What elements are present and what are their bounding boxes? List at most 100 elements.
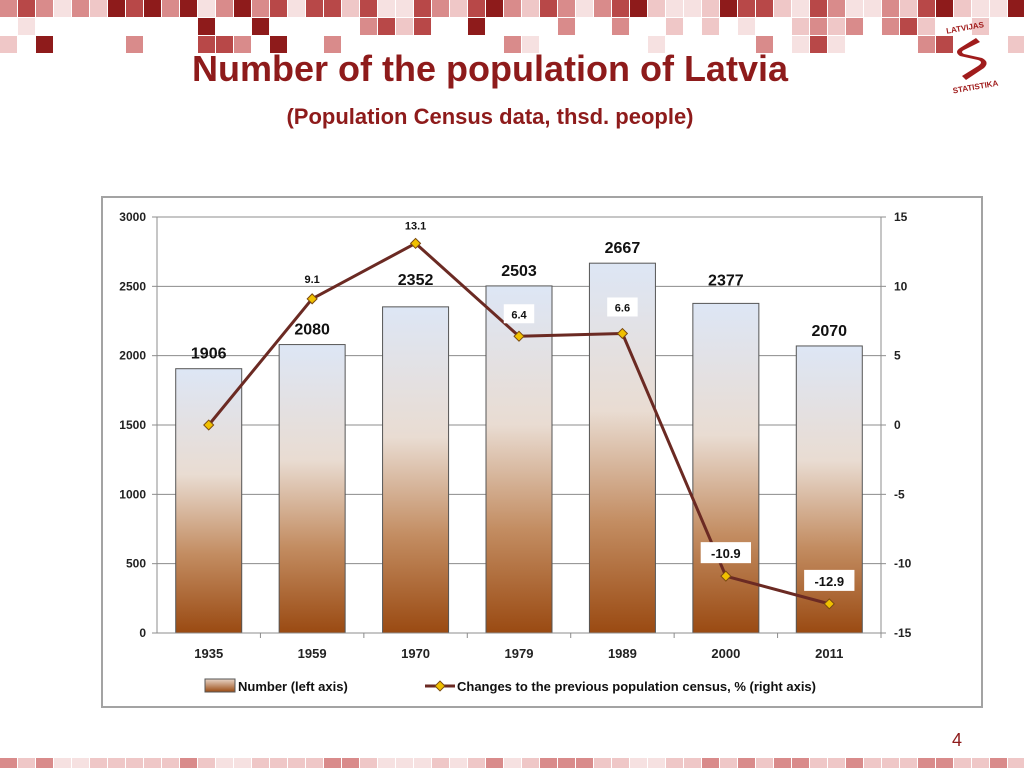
- chart-frame: 1906 2080 2352 2503 2667 2377 2070 9.1 13.1 6.4 6…: [101, 196, 983, 708]
- svg-text:LATVIJAS: LATVIJAS: [946, 20, 986, 36]
- mosaic-tile: [540, 0, 557, 17]
- mosaic-tile: [504, 758, 521, 768]
- mosaic-tile: [36, 36, 53, 53]
- mosaic-tile: [0, 36, 17, 53]
- mosaic-tile: [990, 0, 1007, 17]
- mosaic-tile: [378, 758, 395, 768]
- legend-line-label: Changes to the previous population censu…: [457, 679, 816, 694]
- change-line-value-label: 6.4: [511, 309, 527, 321]
- mosaic-tile: [936, 36, 953, 53]
- legend-bar-label: Number (left axis): [238, 679, 348, 694]
- mosaic-tile: [486, 758, 503, 768]
- mosaic-tile: [324, 0, 341, 17]
- mosaic-tile: [738, 0, 755, 17]
- mosaic-tile: [162, 758, 179, 768]
- bar-value-label: 2503: [501, 263, 537, 280]
- mosaic-tile: [828, 36, 845, 53]
- mosaic-tile: [216, 0, 233, 17]
- mosaic-tile: [216, 758, 233, 768]
- mosaic-tile: [288, 0, 305, 17]
- bar-value-label: 1906: [191, 346, 227, 363]
- mosaic-tile: [468, 0, 485, 17]
- mosaic-tile: [828, 758, 845, 768]
- legend: Number (left axis) Changes to the previou…: [204, 678, 816, 694]
- mosaic-tile: [486, 0, 503, 17]
- mosaic-tile: [450, 0, 467, 17]
- mosaic-tile: [126, 758, 143, 768]
- bar-value-label: 2377: [708, 272, 744, 289]
- mosaic-tile: [252, 758, 269, 768]
- mosaic-tile: [252, 18, 269, 35]
- left-axis-tick-label: 1500: [119, 418, 146, 432]
- mosaic-tile: [810, 36, 827, 53]
- mosaic-tile: [0, 758, 17, 768]
- mosaic-tile: [810, 758, 827, 768]
- bar-value-label: 2352: [398, 272, 434, 289]
- change-line-marker: [409, 237, 422, 250]
- mosaic-tile: [864, 758, 881, 768]
- mosaic-tile: [648, 758, 665, 768]
- mosaic-tile: [522, 36, 539, 53]
- mosaic-tile: [558, 0, 575, 17]
- mosaic-tile: [36, 0, 53, 17]
- mosaic-tile: [108, 758, 125, 768]
- left-axis-tick-label: 3000: [119, 210, 146, 224]
- bar-value-label: 2070: [811, 323, 847, 340]
- mosaic-tile: [918, 0, 935, 17]
- change-line-label-box: [700, 542, 752, 564]
- mosaic-tile: [792, 0, 809, 17]
- change-line-value-label: -10.9: [711, 546, 741, 561]
- mosaic-tile: [540, 758, 557, 768]
- left-axis-tick-label: 1000: [119, 487, 146, 501]
- right-axis-tick-label: 5: [894, 349, 901, 363]
- legend-bar-swatch: [204, 678, 236, 693]
- change-line-marker: [306, 293, 318, 305]
- mosaic-tile: [432, 0, 449, 17]
- mosaic-tile: [702, 18, 719, 35]
- svg-text:STATISTIKA: STATISTIKA: [952, 79, 999, 96]
- mosaic-tile: [198, 0, 215, 17]
- mosaic-tile: [720, 0, 737, 17]
- mosaic-tile: [144, 0, 161, 17]
- page-subtitle: (Population Census data, thsd. people): [286, 104, 694, 129]
- mosaic-tile: [648, 36, 665, 53]
- mosaic-tile: [792, 758, 809, 768]
- mosaic-tile: [936, 0, 953, 17]
- mosaic-tile: [612, 758, 629, 768]
- left-axis-tick-label: 2000: [119, 349, 146, 363]
- mosaic-tile: [774, 0, 791, 17]
- mosaic-tile: [864, 0, 881, 17]
- right-axis-tick-label: 15: [894, 210, 908, 224]
- mosaic-tile: [198, 36, 215, 53]
- x-axis-tick-label: 1989: [608, 646, 637, 661]
- change-line-value-label: 9.1: [304, 274, 319, 286]
- legend-line-marker: [434, 680, 446, 692]
- mosaic-tile: [594, 758, 611, 768]
- mosaic-tile: [630, 758, 647, 768]
- x-axis-tick-label: 2000: [711, 646, 740, 661]
- mosaic-tile: [468, 758, 485, 768]
- mosaic-tile: [180, 0, 197, 17]
- mosaic-tile: [828, 0, 845, 17]
- mosaic-tile: [54, 758, 71, 768]
- x-axis-tick-label: 1959: [298, 646, 327, 661]
- mosaic-tile: [270, 758, 287, 768]
- change-line-marker: [823, 598, 835, 610]
- mosaic-tile: [756, 36, 773, 53]
- mosaic-tile: [972, 18, 989, 35]
- bar-value-label: 2080: [294, 322, 330, 339]
- mosaic-tile: [954, 0, 971, 17]
- mosaic-tile: [756, 0, 773, 17]
- mosaic-tile: [360, 0, 377, 17]
- mosaic-tile: [288, 758, 305, 768]
- mosaic-tile: [846, 0, 863, 17]
- mosaic-tile: [810, 18, 827, 35]
- mosaic-tile: [270, 0, 287, 17]
- mosaic-tile: [882, 18, 899, 35]
- mosaic-tile: [54, 0, 71, 17]
- mosaic-tile: [972, 758, 989, 768]
- mosaic-tile: [702, 0, 719, 17]
- mosaic-tile: [126, 0, 143, 17]
- mosaic-tile: [558, 758, 575, 768]
- mosaic-tile: [648, 0, 665, 17]
